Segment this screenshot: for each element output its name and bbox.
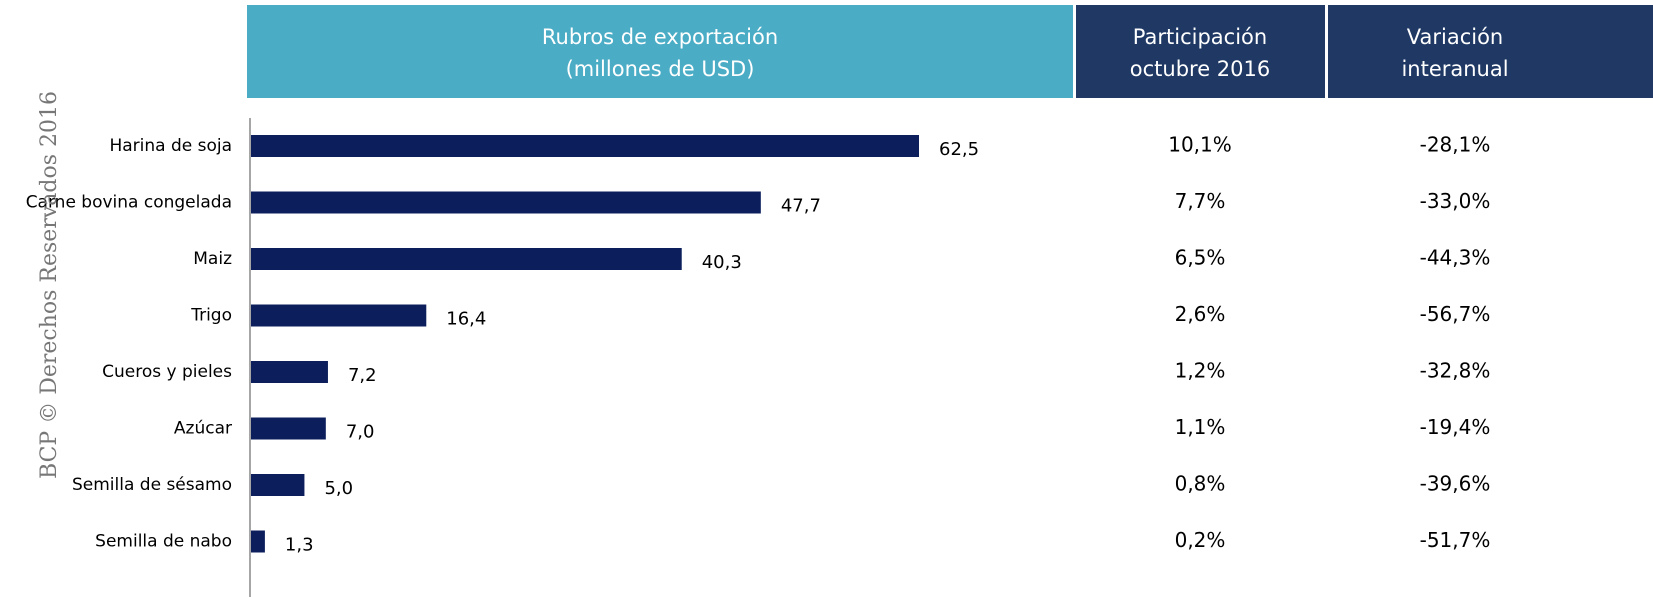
table-cell: -19,4% (1420, 415, 1491, 439)
category-label: Semilla de sésamo (72, 475, 232, 495)
bar (251, 191, 761, 214)
bar (251, 304, 427, 327)
header-title: Participación (1133, 25, 1267, 49)
bar (251, 530, 265, 553)
category-label: Azúcar (174, 419, 232, 439)
value-label: 7,0 (346, 422, 375, 443)
table-cell: -32,8% (1420, 359, 1491, 383)
header-cell (1076, 5, 1325, 98)
table-cell: 7,7% (1175, 189, 1226, 213)
table-cell: -51,7% (1420, 528, 1491, 552)
table-cell: -39,6% (1420, 472, 1491, 496)
header-title: octubre 2016 (1130, 57, 1270, 81)
table-cell: -56,7% (1420, 302, 1491, 326)
table-cell: 1,1% (1175, 415, 1226, 439)
category-label: Semilla de nabo (95, 532, 232, 552)
header-title: Variación (1407, 25, 1503, 49)
bar (251, 135, 919, 157)
value-label: 62,5 (939, 139, 979, 160)
table-cell: -28,1% (1420, 133, 1491, 157)
category-label: Maiz (193, 249, 232, 269)
table-cell: 10,1% (1168, 133, 1232, 157)
table-cell: 0,2% (1175, 528, 1226, 552)
header-title: Rubros de exportación (542, 25, 778, 49)
table-cell: -33,0% (1420, 189, 1491, 213)
header-cell (247, 5, 1073, 98)
bar (251, 474, 305, 496)
watermark: BCP © Derechos Reservados 2016 (37, 91, 62, 479)
category-label: Cueros y pieles (102, 362, 232, 382)
value-label: 1,3 (285, 535, 314, 556)
value-label: 47,7 (781, 196, 821, 217)
header-title: (millones de USD) (566, 57, 755, 81)
table-cell: 6,5% (1175, 246, 1226, 270)
category-label: Harina de soja (109, 136, 232, 156)
table-cell: -44,3% (1420, 246, 1491, 270)
value-label: 7,2 (348, 365, 377, 386)
bar (251, 361, 328, 383)
bar (251, 248, 682, 270)
category-label: Carne bovina congelada (26, 193, 232, 213)
table-cell: 0,8% (1175, 472, 1226, 496)
table-cell: 2,6% (1175, 302, 1226, 326)
value-label: 40,3 (702, 252, 742, 273)
category-label: Trigo (190, 306, 232, 326)
bar (251, 417, 326, 440)
header-title: interanual (1401, 57, 1508, 81)
value-label: 5,0 (324, 478, 353, 499)
value-label: 16,4 (446, 309, 486, 330)
table-cell: 1,2% (1175, 359, 1226, 383)
header-cell (1328, 5, 1653, 98)
